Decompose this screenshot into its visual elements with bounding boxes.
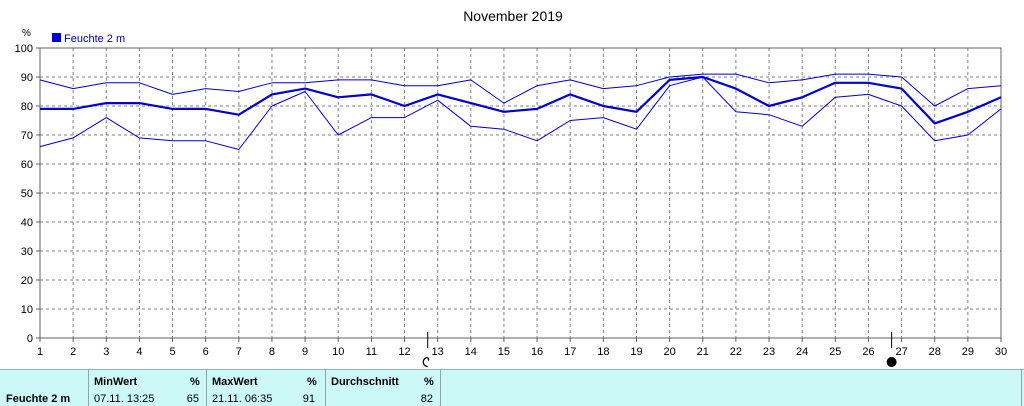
min-header: MinWert [94,376,138,388]
y-axis-unit-label: % [22,28,31,39]
humidity-chart: November 2019 % Feuchte 2 m 0 10 20 30 40 50 6… [15,8,1007,368]
y-tick-label: 70 [21,130,33,142]
footer-label-cell: Feuchte 2 m [0,370,89,406]
min-value: 65 [186,393,199,405]
max-value: 91 [302,393,315,405]
x-tick-label: 12 [398,346,410,358]
min-unit: % [190,376,200,388]
chart-title: November 2019 [463,8,563,24]
x-tick-label: 26 [862,346,874,358]
legend-label: Feuchte 2 m [64,33,125,45]
x-tick-label: 9 [302,346,308,358]
x-tick-label: 7 [236,346,242,358]
series-line-min [39,76,1002,150]
y-tick-label: 80 [21,101,33,113]
x-tick-label: 16 [531,346,543,358]
x-tick-label: 14 [465,346,477,358]
x-tick-label: 1 [37,346,43,358]
new-moon-icon [886,357,897,367]
y-tick-label: 50 [21,188,33,200]
legend: Feuchte 2 m [52,33,125,45]
x-tick-label: 27 [895,346,907,358]
x-tick-label: 21 [697,346,709,358]
x-tick-label: 28 [929,346,941,358]
max-header: MaxWert [212,376,258,388]
y-tick-label: 40 [21,217,33,229]
footer-series-label: Feuchte 2 m [6,393,71,405]
y-ticks: 0 10 20 30 40 50 60 70 80 90 100 [15,43,40,345]
x-tick-label: 25 [829,346,841,358]
x-tick-label: 11 [366,346,377,358]
x-tick-label: 23 [763,346,775,358]
avg-unit: % [424,376,434,388]
y-tick-label: 20 [21,275,33,287]
avg-value: 82 [420,393,433,405]
x-tick-label: 17 [564,346,576,358]
y-tick-label: 60 [21,159,33,171]
footer-avg-cell: Durchschnitt % 82 [326,370,441,406]
x-tick-label: 20 [663,346,675,358]
avg-header: Durchschnitt [331,376,399,388]
x-tick-label: 19 [630,346,642,358]
x-tick-label: 13 [432,346,444,358]
y-tick-label: 10 [21,304,33,316]
x-tick-label: 29 [962,346,974,358]
series-line-mean [40,75,1002,125]
y-tick-label: 0 [27,333,33,345]
footer-max-cell: MaxWert % 21.11. 06:35 91 [207,370,326,406]
grid [40,48,1001,338]
x-tick-label: 30 [995,346,1007,358]
x-tick-label: 6 [203,346,209,358]
x-tick-label: 24 [796,346,808,358]
footer-right-border [1021,370,1024,406]
quarter-moon-icon-tip [427,357,430,361]
statistics-footer: Feuchte 2 m MinWert % 07.11. 13:25 65 Ma… [0,369,1024,406]
footer-min-cell: MinWert % 07.11. 13:25 65 [89,370,207,406]
series-lines [39,73,1002,150]
quarter-moon-icon [422,356,428,368]
min-datetime: 07.11. 13:25 [94,393,155,405]
x-ticks: 1 2 3 4 5 6 7 8 9 10 11 12 13 14 15 16 17 18 19 20 21 22 23 24 2… [37,338,1007,358]
max-datetime: 21.11. 06:35 [212,393,273,405]
x-tick-label: 8 [269,346,275,358]
series-line-max [39,73,1002,107]
x-tick-label: 18 [597,346,609,358]
x-tick-label: 10 [332,346,344,358]
x-tick-label: 2 [70,346,76,358]
y-tick-label: 90 [21,72,33,84]
legend-swatch [52,33,61,42]
x-tick-label: 15 [498,346,510,358]
x-tick-label: 4 [136,346,142,358]
max-unit: % [307,376,317,388]
y-tick-label: 100 [15,43,33,55]
x-tick-label: 3 [103,346,109,358]
x-tick-label: 5 [169,346,175,358]
moon-markers [422,332,897,368]
x-tick-label: 22 [730,346,742,358]
y-tick-label: 30 [21,246,33,258]
